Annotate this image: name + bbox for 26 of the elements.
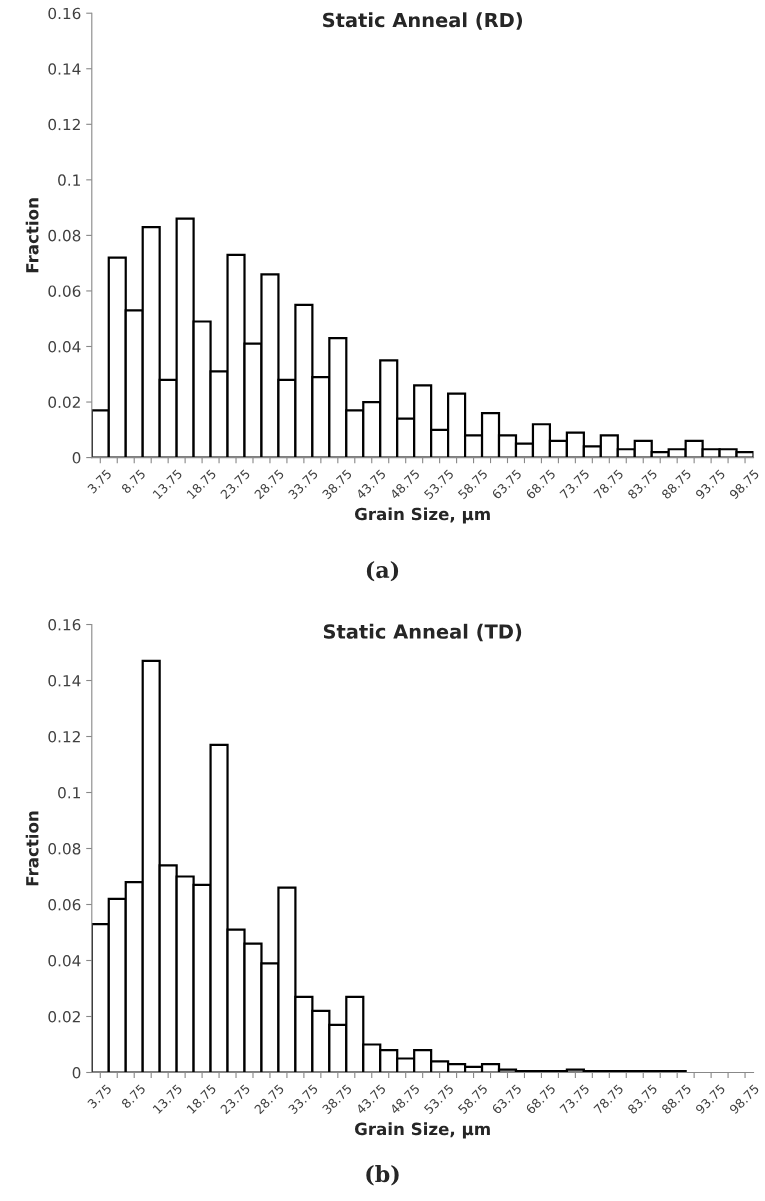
y-tick-label: 0 [72, 1066, 81, 1079]
y-tick-label: 0.02 [48, 396, 80, 409]
y-tick-label: 0.02 [48, 1010, 80, 1023]
y-tick-label: 0.06 [48, 285, 81, 297]
text: (a) [366, 560, 399, 582]
y-tick-label: 0.04 [48, 340, 81, 353]
y-tick-label: 0 [72, 452, 81, 464]
y-tick-label: 0.08 [48, 229, 81, 242]
x-axis-title: Grain Size, µm [354, 1122, 490, 1139]
y-tick-label: 0.1 [58, 174, 80, 186]
y-axis-title: Fraction [25, 811, 39, 886]
y-tick-label: 0.16 [48, 7, 81, 20]
chart-title: Static Anneal (TD) [323, 623, 522, 642]
y-tick-label: 0.04 [48, 954, 81, 967]
y-tick-label: 0.12 [48, 730, 80, 743]
chart-title: Static Anneal (RD) [323, 12, 523, 30]
y-tick-label: 0.06 [48, 898, 81, 911]
y-tick-label: 0.16 [48, 618, 81, 631]
y-tick-label: 0.14 [48, 674, 81, 687]
y-tick-label: 0.12 [48, 118, 80, 131]
y-tick-label: 0.14 [48, 63, 81, 75]
x-axis-title: Grain Size, µm [354, 507, 490, 524]
y-axis-title: Fraction [25, 198, 39, 273]
text: (b) [366, 1165, 399, 1186]
y-tick-label: 0.1 [58, 786, 80, 799]
y-tick-label: 0.08 [48, 842, 81, 855]
